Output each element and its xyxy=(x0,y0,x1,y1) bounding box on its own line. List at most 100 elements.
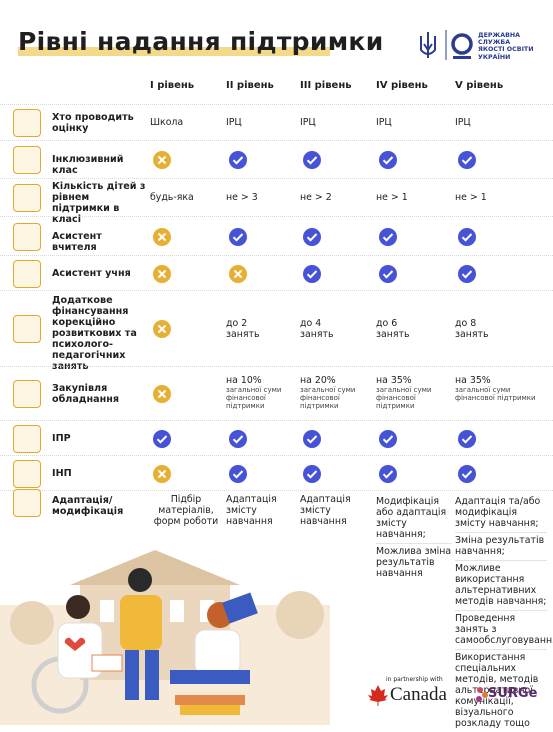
cross-icon xyxy=(153,151,171,169)
cell: будь-яка xyxy=(150,192,194,203)
cell: на 35% загальної суми фінансової підтримк… xyxy=(455,375,547,402)
cross-icon xyxy=(153,227,171,246)
cell-main: на 35% xyxy=(376,375,412,386)
cross-icon xyxy=(153,264,171,283)
cell: до 6 занять xyxy=(376,318,410,340)
cell: Підбір матеріалів, форм роботи xyxy=(153,494,219,527)
cell: Школа xyxy=(150,117,184,128)
cell: на 10% загальної суми фінансової підтримк… xyxy=(226,375,296,410)
cell: на 20% загальної суми фінансової підтримк… xyxy=(300,375,372,410)
check-icon xyxy=(229,151,247,169)
cell-paragraph: Модифікація або адаптація змісту навчанн… xyxy=(376,494,452,544)
row-label: Кількість дітей з рівнем підтримки в кла… xyxy=(52,181,146,225)
table-row: Кількість дітей з рівнем підтримки в кла… xyxy=(0,178,553,225)
check-icon xyxy=(229,464,247,483)
org-line: ДЕРЖАВНА xyxy=(478,32,521,39)
row-label: ІПР xyxy=(52,432,71,444)
cell-main: на 35% xyxy=(455,375,491,386)
row-label: Асистент учня xyxy=(52,267,131,279)
row-icon xyxy=(13,222,41,251)
row-icon xyxy=(13,146,41,174)
cell: ІРЦ xyxy=(376,117,392,128)
table-row: ІНП xyxy=(0,455,553,491)
cell-main: на 10% xyxy=(226,375,262,386)
cell-note: загальної суми фінансової підтримки xyxy=(455,386,536,402)
check-icon xyxy=(229,429,247,448)
cell: Адаптація змісту навчання xyxy=(300,494,351,527)
check-icon xyxy=(379,264,397,283)
partner-note: in partnership with xyxy=(386,676,443,683)
row-label: Інклюзивний клас xyxy=(52,154,124,176)
column-header: ІІ рівень xyxy=(226,80,274,91)
check-icon xyxy=(458,429,476,448)
row-label: Адаптація/ модифікація xyxy=(52,495,124,517)
table-row: Асистент вчителя xyxy=(0,216,553,256)
cell-paragraph: Проведення занять з самообслуговування; xyxy=(455,611,553,650)
row-label: ІНП xyxy=(52,467,72,479)
check-icon xyxy=(458,227,476,246)
cell-paragraph: Адаптація та/або модифікація змісту навч… xyxy=(455,494,547,533)
row-icon xyxy=(13,424,41,453)
cell: не > 1 xyxy=(455,192,487,203)
cell-paragraph: Зміна результатів навчання; xyxy=(455,533,547,561)
column-header: V рівень xyxy=(455,80,504,91)
check-icon xyxy=(303,264,321,283)
row-icon xyxy=(13,184,41,212)
table-row: Асистент учня xyxy=(0,255,553,291)
cell-paragraph: Можлива зміна результатів навчання xyxy=(376,546,452,579)
column-header: IV рівень xyxy=(376,80,428,91)
column-header: ІІІ рівень xyxy=(300,80,352,91)
cell: ІРЦ xyxy=(300,117,316,128)
check-icon xyxy=(379,151,397,169)
org-line: СЛУЖБА xyxy=(478,39,511,47)
org-line: ЯКОСТІ ОСВІТИ xyxy=(478,46,534,54)
title-highlight xyxy=(18,47,330,56)
row-icon xyxy=(13,109,41,137)
cell: до 4 занять xyxy=(300,318,334,340)
illustration xyxy=(0,550,330,725)
partner-name: SURGe xyxy=(488,686,538,701)
title: Рівні надання підтримки xyxy=(18,27,384,56)
check-icon xyxy=(303,429,321,448)
cell: не > 1 xyxy=(376,192,408,203)
cell-note: загальної суми фінансової підтримки xyxy=(300,386,356,410)
cell: не > 3 xyxy=(226,192,258,203)
check-icon xyxy=(303,151,321,169)
cell: Адаптація змісту навчання xyxy=(226,494,277,527)
cell: ІРЦ xyxy=(226,117,242,128)
check-icon xyxy=(229,227,247,246)
check-icon xyxy=(303,227,321,246)
cell-note: загальної суми фінансової підтримки xyxy=(226,386,282,410)
cell: не > 2 xyxy=(300,192,332,203)
row-icon xyxy=(13,315,41,343)
cell-main: на 20% xyxy=(300,375,336,386)
logo xyxy=(420,30,473,60)
cross-icon xyxy=(153,385,171,403)
cell: Модифікація або адаптація змісту навчанн… xyxy=(376,494,452,582)
cell-note: загальної суми фінансової підтримки xyxy=(376,386,432,410)
check-icon xyxy=(458,464,476,483)
check-icon xyxy=(458,264,476,283)
table-row: ІПР xyxy=(0,420,553,456)
row-icon xyxy=(13,259,41,288)
row-label: Хто проводить оцінку xyxy=(52,112,134,134)
cell: на 35% загальної суми фінансової підтримк… xyxy=(376,375,452,410)
table-row: Інклюзивний клас xyxy=(0,140,553,179)
table-row: Адаптація/ модифікація Підбір матеріалів,… xyxy=(0,489,553,729)
cell: ІРЦ xyxy=(455,117,471,128)
cell: Адаптація та/або модифікація змісту навч… xyxy=(455,494,553,732)
row-label: Додаткове фінансування корекційно розвит… xyxy=(52,295,137,372)
cell: до 2 занять xyxy=(226,318,260,340)
cell: до 8 занять xyxy=(455,318,489,340)
cross-icon xyxy=(153,464,171,483)
check-icon xyxy=(379,464,397,483)
org-line: УКРАЇНИ xyxy=(478,53,511,61)
row-label: Асистент вчителя xyxy=(52,230,102,253)
check-icon xyxy=(379,227,397,246)
table-row: Закупівля обладнання на 10% загальної суми… xyxy=(0,366,553,421)
row-icon xyxy=(13,459,41,488)
row-label: Закупівля обладнання xyxy=(52,383,120,405)
row-icon xyxy=(13,489,41,517)
cell-paragraph: Можливе використання альтернативних мето… xyxy=(455,561,547,611)
